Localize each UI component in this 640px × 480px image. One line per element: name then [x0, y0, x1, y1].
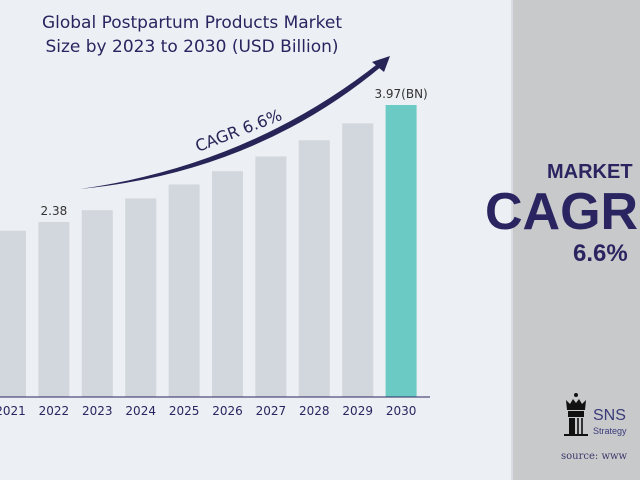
x-tick-label: 2023 — [82, 404, 113, 418]
bar-2021 — [0, 230, 26, 397]
rook-logo-icon — [564, 393, 588, 436]
x-tick-label: 2025 — [169, 404, 200, 418]
data-label: 3.97(BN) — [374, 87, 427, 101]
bar-2023 — [81, 210, 113, 397]
x-tick-label: 2024 — [125, 404, 156, 418]
x-tick-label: 2030 — [386, 404, 417, 418]
bar-2029 — [342, 123, 374, 397]
bar-2022 — [38, 221, 70, 397]
source-text: source: www — [561, 451, 628, 462]
bar-2028 — [298, 140, 330, 397]
x-tick-label: 2022 — [39, 404, 70, 418]
arrow-head-icon — [372, 56, 390, 72]
bar-2026 — [212, 171, 243, 397]
bar-2024 — [125, 198, 157, 397]
x-tick-label: 2026 — [212, 404, 243, 418]
x-tick-label: 2028 — [299, 404, 330, 418]
x-tick-label: 2029 — [342, 404, 373, 418]
bar-2025 — [168, 184, 200, 397]
brand-name: SNS — [593, 407, 626, 424]
bar-chart: Global Postpartum Products Market Size by… — [0, 13, 430, 418]
market-label: MARKET — [547, 161, 633, 183]
bar-2027 — [255, 156, 287, 397]
x-tick-label: 2021 — [0, 404, 26, 418]
cagr-label: CAGR — [485, 183, 639, 241]
chart-title-line: Size by 2023 to 2030 (USD Billion) — [45, 37, 338, 57]
brand-subtitle: Strategy — [593, 426, 627, 436]
cagr-value: 6.6% — [573, 240, 628, 267]
chart-title-line: Global Postpartum Products Market — [42, 13, 342, 33]
x-tick-label: 2027 — [256, 404, 287, 418]
data-label: 2.38 — [41, 204, 68, 218]
bar-2030 — [385, 105, 417, 397]
side-panel: MARKET CAGR 6.6% SNS Strategy source: ww… — [485, 0, 640, 480]
